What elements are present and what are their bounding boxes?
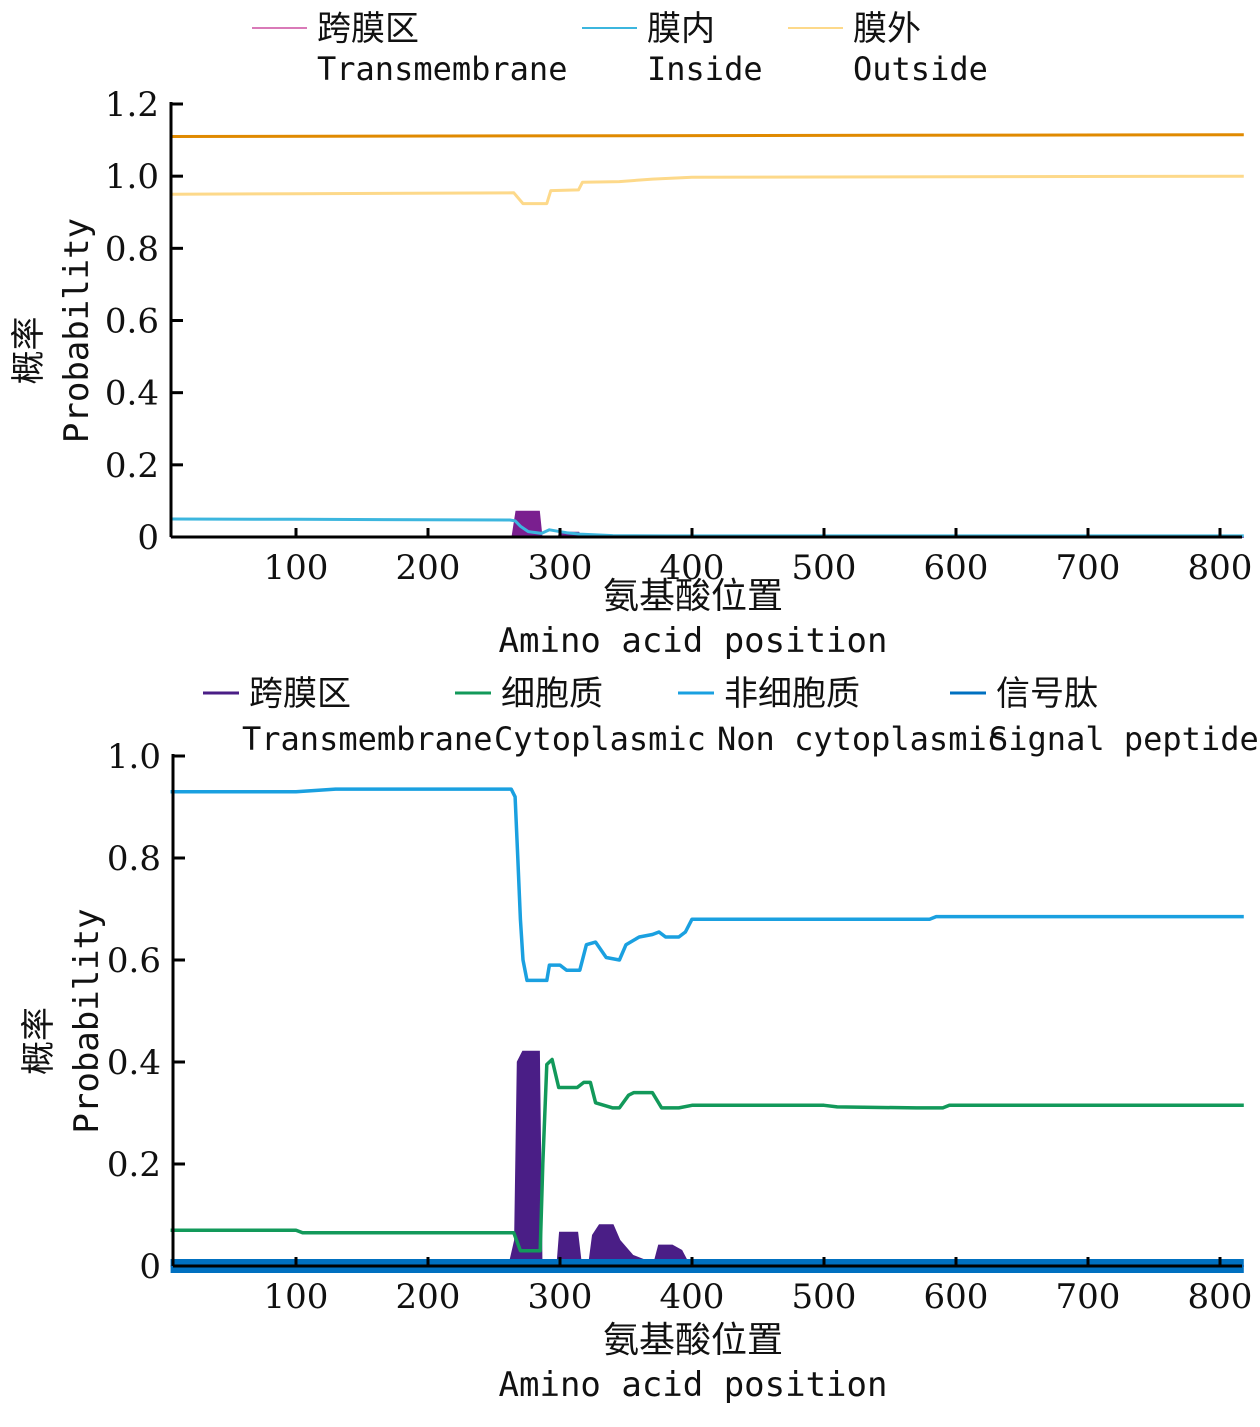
x-tick-label: 400 (660, 1277, 725, 1317)
x-axis-label-en: Amino acid position (499, 1365, 888, 1405)
legend-label-en: Transmembrane (317, 50, 567, 88)
legend-label-en: Cytoplasmic (494, 720, 706, 758)
x-tick-label: 200 (396, 1277, 461, 1317)
x-tick-label: 100 (264, 1277, 329, 1317)
y-tick-label: 0.8 (107, 839, 161, 879)
y-tick-label: 0 (139, 1247, 161, 1287)
series-unlabeled-line (170, 133, 1244, 138)
legend-label-cn: 膜内 (647, 9, 715, 49)
legend-label-cn: 膜外 (853, 9, 921, 49)
legend-label-cn: 跨膜区 (317, 9, 419, 49)
y-tick-label: 0 (137, 518, 159, 558)
x-axis-label-en: Amino acid position (499, 621, 888, 661)
x-tick-label: 200 (396, 548, 461, 588)
x-tick-label: 400 (660, 548, 725, 588)
series-outside-line (170, 174, 1244, 206)
x-tick-label: 100 (264, 548, 329, 588)
y-tick-label: 0.8 (105, 229, 159, 269)
x-tick-label: 700 (1056, 548, 1121, 588)
x-tick-label: 600 (924, 548, 989, 588)
y-tick-label: 0.2 (107, 1145, 161, 1185)
legend-label-en: Inside (647, 50, 763, 88)
y-tick-label: 0.4 (107, 1043, 161, 1083)
x-tick-label: 700 (1056, 1277, 1121, 1317)
series-non-cytoplasmic-line (170, 787, 1244, 983)
y-axis-label-en: Probability (67, 908, 107, 1133)
x-axis-label-cn: 氨基酸位置 (603, 576, 783, 617)
series-cytoplasmic-line (170, 1057, 1244, 1253)
y-axis-label-en: Probability (57, 218, 97, 443)
y-tick-label: 0.6 (107, 941, 161, 981)
x-tick-label: 600 (924, 1277, 989, 1317)
legend-label-cn: 跨膜区 (249, 674, 351, 714)
y-tick-label: 1.0 (107, 737, 161, 777)
series-transmembrane-area (170, 510, 1244, 538)
legend-label-cn: 信号肽 (996, 674, 1098, 714)
x-tick-label: 800 (1188, 1277, 1253, 1317)
x-tick-label: 300 (528, 548, 593, 588)
x-tick-label: 800 (1188, 548, 1253, 588)
legend-label-en: Outside (853, 50, 988, 88)
x-tick-label: 500 (792, 1277, 857, 1317)
y-tick-label: 0.6 (105, 302, 159, 342)
y-tick-label: 1.0 (105, 157, 159, 197)
series-inside-line (170, 517, 1244, 538)
y-axis-label-cn: 概率 (19, 1007, 59, 1075)
legend-label-en: Transmembrane (242, 720, 492, 758)
legend-label-en: Non cytoplasmic (717, 720, 1006, 758)
x-axis-label-cn: 氨基酸位置 (603, 1320, 783, 1361)
legend-label-cn: 细胞质 (501, 674, 603, 714)
x-tick-label: 300 (528, 1277, 593, 1317)
y-tick-label: 0.4 (105, 374, 159, 414)
legend-label-en: Signal peptide (989, 720, 1259, 758)
y-tick-label: 0.2 (105, 446, 159, 486)
y-axis-label-cn: 概率 (9, 317, 49, 385)
legend-label-cn: 非细胞质 (724, 674, 860, 714)
x-tick-label: 500 (792, 548, 857, 588)
y-tick-label: 1.2 (105, 85, 159, 125)
